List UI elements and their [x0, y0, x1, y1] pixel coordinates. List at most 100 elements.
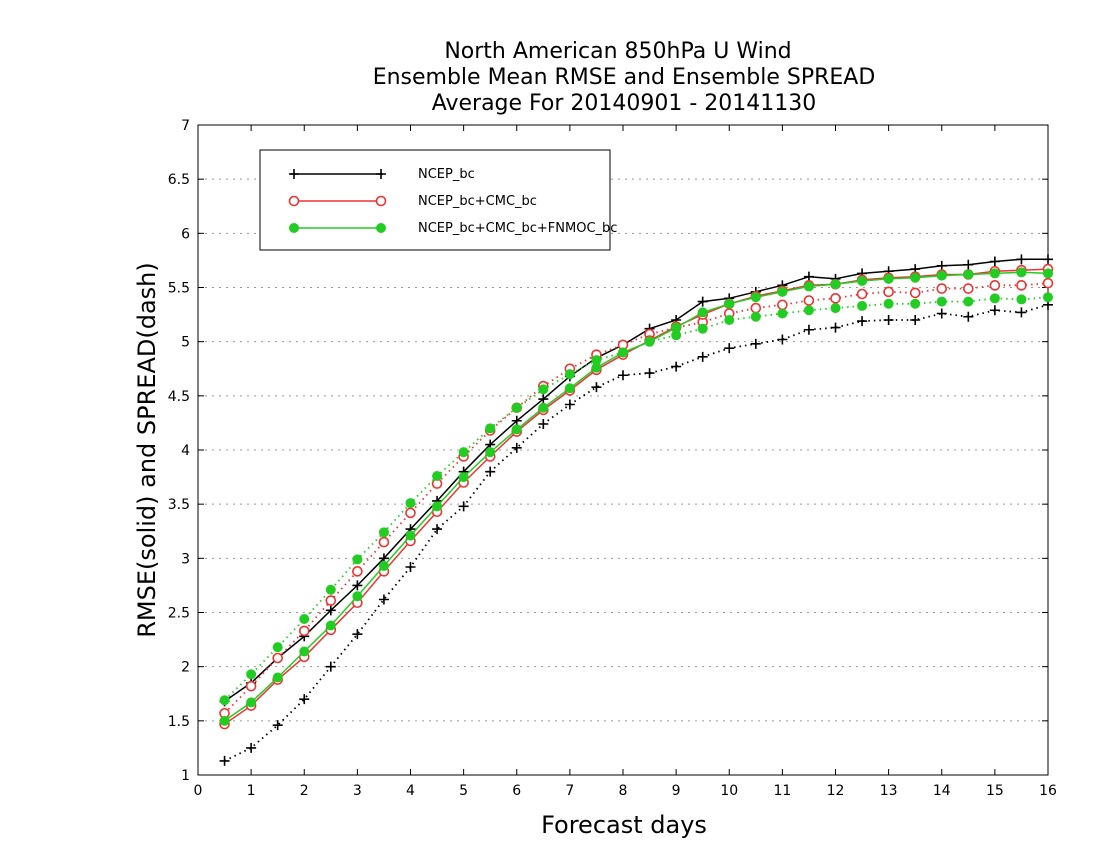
series-spread-point [697, 323, 708, 334]
series-rmse-point [697, 296, 708, 307]
x-tick-label: 6 [512, 783, 521, 799]
series-spread-point [1016, 294, 1027, 305]
series-rmse-point [458, 472, 469, 483]
series-spread-point [511, 442, 522, 453]
series-spread-point [538, 384, 549, 395]
series-spread-point [883, 286, 894, 298]
series-spread-point [299, 694, 310, 705]
series-rmse-point [299, 646, 310, 657]
x-tick-label: 15 [986, 783, 1004, 799]
legend-entry: NCEP_bc [289, 167, 475, 182]
legend-box [259, 149, 611, 251]
series-spread-point [245, 680, 257, 692]
series-rmse-point [219, 715, 230, 726]
series-spread-point [219, 755, 230, 766]
series-rmse-point [697, 307, 708, 318]
series-rmse-point [989, 256, 1000, 267]
series-spread-point [856, 288, 868, 300]
series-spread-point [272, 642, 283, 653]
legend-swatch-marker [375, 195, 387, 207]
x-tick-label: 2 [300, 783, 309, 799]
x-tick-label: 4 [406, 783, 415, 799]
series-spread-point [618, 370, 628, 381]
series-rmse-point [564, 383, 575, 394]
series-rmse-point [591, 362, 602, 373]
series-spread-point [325, 595, 337, 606]
series-rmse-point [671, 322, 682, 333]
series-spread-point [671, 361, 682, 372]
series-spread-point [909, 287, 921, 299]
series-rmse-0 [219, 254, 1053, 707]
series-rmse-point [352, 580, 363, 591]
series-rmse-point [405, 530, 416, 541]
series-spread-point [458, 447, 469, 458]
title-line-1: North American 850hPa U Wind [444, 39, 791, 64]
series-spread-point [352, 566, 363, 577]
series-spread-point [591, 355, 602, 366]
series-rmse-line [224, 258, 1048, 702]
series-rmse-point [777, 286, 788, 297]
series-spread-point [963, 311, 974, 322]
x-tick-label: 11 [773, 783, 791, 799]
series-spread-point [750, 302, 762, 314]
x-axis-ticks: 0 1 2 3 4 5 6 7 8 9 10 11 12 13 14 15 16 [194, 125, 1057, 799]
legend-swatch-marker [289, 169, 299, 179]
y-axis-label: RMSE(solid) and SPREAD(dash) [133, 262, 161, 638]
series-rmse-point [511, 415, 522, 426]
series-rmse-point [1043, 268, 1053, 279]
series-rmse-point [538, 394, 549, 405]
y-tick-label: 1 [181, 768, 190, 784]
series-spread-point [724, 315, 735, 325]
series-rmse-point [1016, 254, 1027, 265]
series-spread-point [299, 614, 310, 624]
series-spread-point [671, 330, 682, 341]
series-spread-point [963, 296, 974, 307]
series-spread-point [910, 315, 921, 325]
series-spread-point [405, 507, 416, 519]
x-tick-label: 9 [672, 783, 681, 799]
series-spread-point [485, 466, 496, 477]
legend-label: NCEP_bc [418, 167, 475, 182]
series-rmse-point [1043, 254, 1053, 265]
series-spread-point [883, 298, 894, 309]
legend-label: NCEP_bc+CMC_bc+FNMOC_bc [418, 221, 617, 236]
series-spread-point [538, 419, 549, 429]
series-spread-point [458, 501, 469, 512]
series-spread-point [1043, 292, 1053, 303]
y-tick-label: 4.5 [168, 389, 190, 405]
series-spread-point [750, 338, 761, 349]
series-rmse-point [936, 260, 947, 271]
legend-entry: NCEP_bc+CMC_bc+FNMOC_bc [289, 221, 617, 236]
series-spread-0 [219, 299, 1053, 766]
series-spread-line [224, 303, 1049, 762]
series-spread-point [219, 695, 230, 706]
series-spread-point [246, 669, 257, 680]
series-spread-point [1042, 277, 1054, 289]
series-spread-point [298, 625, 310, 637]
x-tick-label: 10 [720, 783, 738, 799]
series-spread-point [405, 498, 416, 509]
series-rmse-point [963, 259, 974, 270]
series-rmse-point [644, 336, 655, 347]
series-spread-point [777, 299, 788, 311]
series-spread-point [591, 382, 602, 393]
legend: NCEP_bc NCEP_bc+CMC_bc NCEP_bc+CMC_bc+FNMO… [259, 149, 617, 251]
series-spread-point [883, 315, 894, 325]
series-spread-point [405, 562, 416, 572]
series-layer [219, 254, 1054, 766]
series-spread-point [1016, 280, 1027, 291]
x-tick-label: 14 [933, 783, 951, 799]
series-rmse-point [272, 672, 283, 683]
series-spread-point [857, 300, 868, 311]
x-tick-label: 5 [459, 783, 468, 799]
series-rmse-point [724, 298, 735, 309]
series-spread-point [830, 303, 841, 314]
series-spread-point [777, 308, 788, 319]
y-tick-label: 6.5 [168, 172, 190, 188]
x-tick-label: 0 [194, 783, 203, 799]
series-spread-point [803, 324, 814, 335]
y-tick-label: 1.5 [168, 714, 190, 730]
series-rmse-point [857, 276, 868, 286]
series-spread-2 [219, 292, 1053, 706]
x-tick-label: 7 [565, 783, 574, 799]
